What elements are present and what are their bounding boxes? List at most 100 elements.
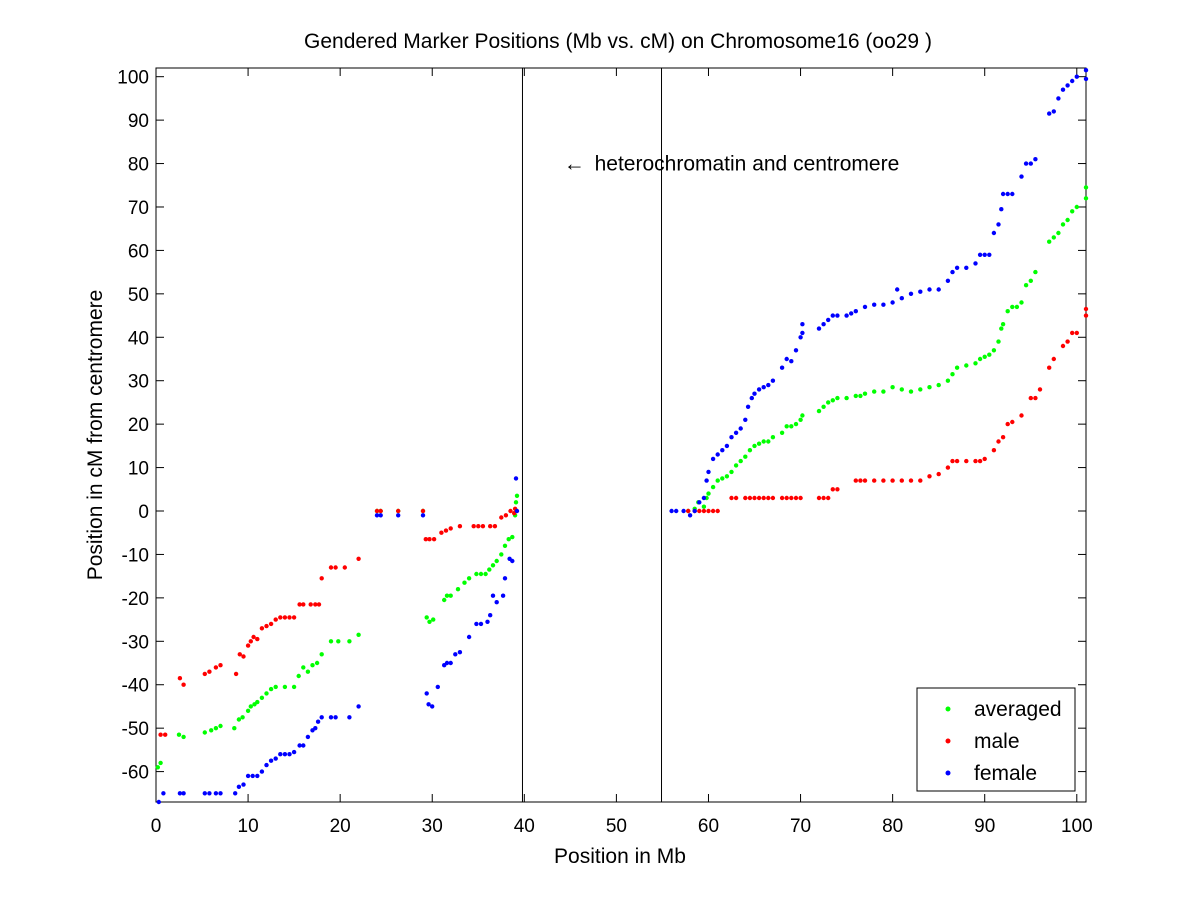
averaged-point bbox=[232, 726, 237, 731]
male-point bbox=[881, 478, 886, 483]
male-point bbox=[706, 508, 711, 514]
averaged-point bbox=[1028, 278, 1034, 283]
averaged-point bbox=[770, 435, 776, 440]
female-point bbox=[1083, 68, 1089, 73]
averaged-point bbox=[996, 339, 1001, 344]
male-point bbox=[316, 602, 322, 607]
female-point bbox=[291, 749, 297, 755]
female-point bbox=[1010, 191, 1015, 197]
male-point bbox=[251, 634, 256, 640]
averaged-point bbox=[236, 717, 242, 722]
male-point bbox=[313, 602, 318, 607]
averaged-point bbox=[853, 393, 858, 399]
y-tick-label: -60 bbox=[122, 763, 149, 784]
y-tick-label: -30 bbox=[122, 632, 149, 653]
heterochromatin-annotation: ← heterochromatin and centromere bbox=[564, 153, 900, 176]
averaged-point bbox=[826, 400, 831, 405]
male-point bbox=[872, 478, 877, 483]
female-point bbox=[264, 762, 269, 768]
male-point bbox=[457, 524, 463, 529]
male-point bbox=[448, 526, 453, 531]
averaged-point bbox=[462, 580, 467, 585]
averaged-point bbox=[255, 699, 260, 705]
averaged-point bbox=[455, 587, 461, 592]
male-point bbox=[954, 458, 960, 464]
averaged-point bbox=[431, 617, 436, 622]
averaged-point bbox=[927, 385, 932, 390]
averaged-point bbox=[319, 652, 324, 657]
averaged-point bbox=[715, 478, 720, 483]
averaged-point bbox=[442, 597, 447, 603]
female-point bbox=[297, 743, 302, 748]
averaged-point bbox=[1070, 209, 1075, 214]
male-point bbox=[1005, 421, 1010, 427]
annotation-label: heterochromatin and centromere bbox=[595, 153, 900, 176]
legend-label-averaged: averaged bbox=[974, 698, 1062, 721]
averaged-point bbox=[761, 439, 766, 444]
averaged-point bbox=[999, 326, 1004, 331]
male-point bbox=[439, 530, 444, 535]
female-point bbox=[701, 495, 707, 501]
y-tick-label: 20 bbox=[128, 415, 149, 436]
averaged-point bbox=[964, 363, 969, 368]
x-axis-ticks: 0 10 20 30 40 50 60 70 80 90 100 bbox=[151, 68, 1093, 837]
averaged-point bbox=[973, 361, 978, 366]
averaged-point bbox=[950, 372, 955, 377]
averaged-point bbox=[1000, 322, 1006, 327]
female-point bbox=[241, 782, 246, 787]
averaged-point bbox=[240, 715, 245, 720]
averaged-point bbox=[890, 385, 895, 390]
averaged-point bbox=[474, 571, 479, 577]
male-point bbox=[396, 508, 401, 514]
male-point bbox=[899, 478, 904, 483]
male-point bbox=[488, 524, 493, 529]
male-point bbox=[816, 495, 822, 501]
female-point bbox=[156, 799, 161, 805]
averaged-point bbox=[202, 730, 207, 735]
legend-marker-female bbox=[945, 770, 951, 776]
female-point bbox=[513, 476, 519, 481]
male-point bbox=[918, 478, 923, 483]
female-point bbox=[448, 660, 453, 666]
male-point bbox=[291, 615, 297, 620]
y-tick-label: 100 bbox=[117, 68, 149, 89]
female-point bbox=[706, 469, 711, 475]
averaged-point bbox=[977, 356, 983, 362]
male-point bbox=[1047, 365, 1052, 370]
female-point bbox=[1065, 83, 1070, 88]
female-point bbox=[1000, 191, 1006, 197]
female-point bbox=[1070, 78, 1075, 84]
female-point bbox=[177, 791, 183, 796]
male-point bbox=[356, 556, 361, 561]
averaged-point bbox=[821, 404, 826, 409]
female-point bbox=[964, 265, 969, 270]
male-point bbox=[752, 495, 757, 501]
male-point bbox=[1070, 330, 1075, 336]
male-point bbox=[471, 524, 476, 529]
female-point bbox=[895, 287, 900, 292]
averaged-point bbox=[1051, 235, 1057, 240]
female-point bbox=[715, 452, 720, 457]
averaged-point bbox=[273, 684, 278, 690]
averaged-point bbox=[766, 439, 771, 444]
female-point bbox=[800, 330, 805, 336]
y-tick-label: 90 bbox=[128, 111, 149, 132]
averaged-point bbox=[181, 734, 186, 740]
female-point bbox=[793, 348, 799, 353]
female-point bbox=[692, 508, 697, 514]
male-point bbox=[936, 471, 941, 477]
male-point bbox=[273, 617, 278, 622]
legend-label-male: male bbox=[974, 730, 1020, 753]
male-point bbox=[287, 615, 292, 620]
female-point bbox=[681, 508, 686, 514]
male-point bbox=[508, 508, 513, 514]
y-tick-label: -20 bbox=[122, 589, 149, 610]
averaged-point bbox=[1083, 196, 1089, 201]
averaged-point bbox=[310, 663, 315, 668]
male-point bbox=[830, 487, 835, 492]
female-point bbox=[1019, 174, 1024, 179]
female-point bbox=[435, 684, 440, 690]
male-point bbox=[177, 676, 183, 681]
female-point bbox=[466, 634, 472, 640]
